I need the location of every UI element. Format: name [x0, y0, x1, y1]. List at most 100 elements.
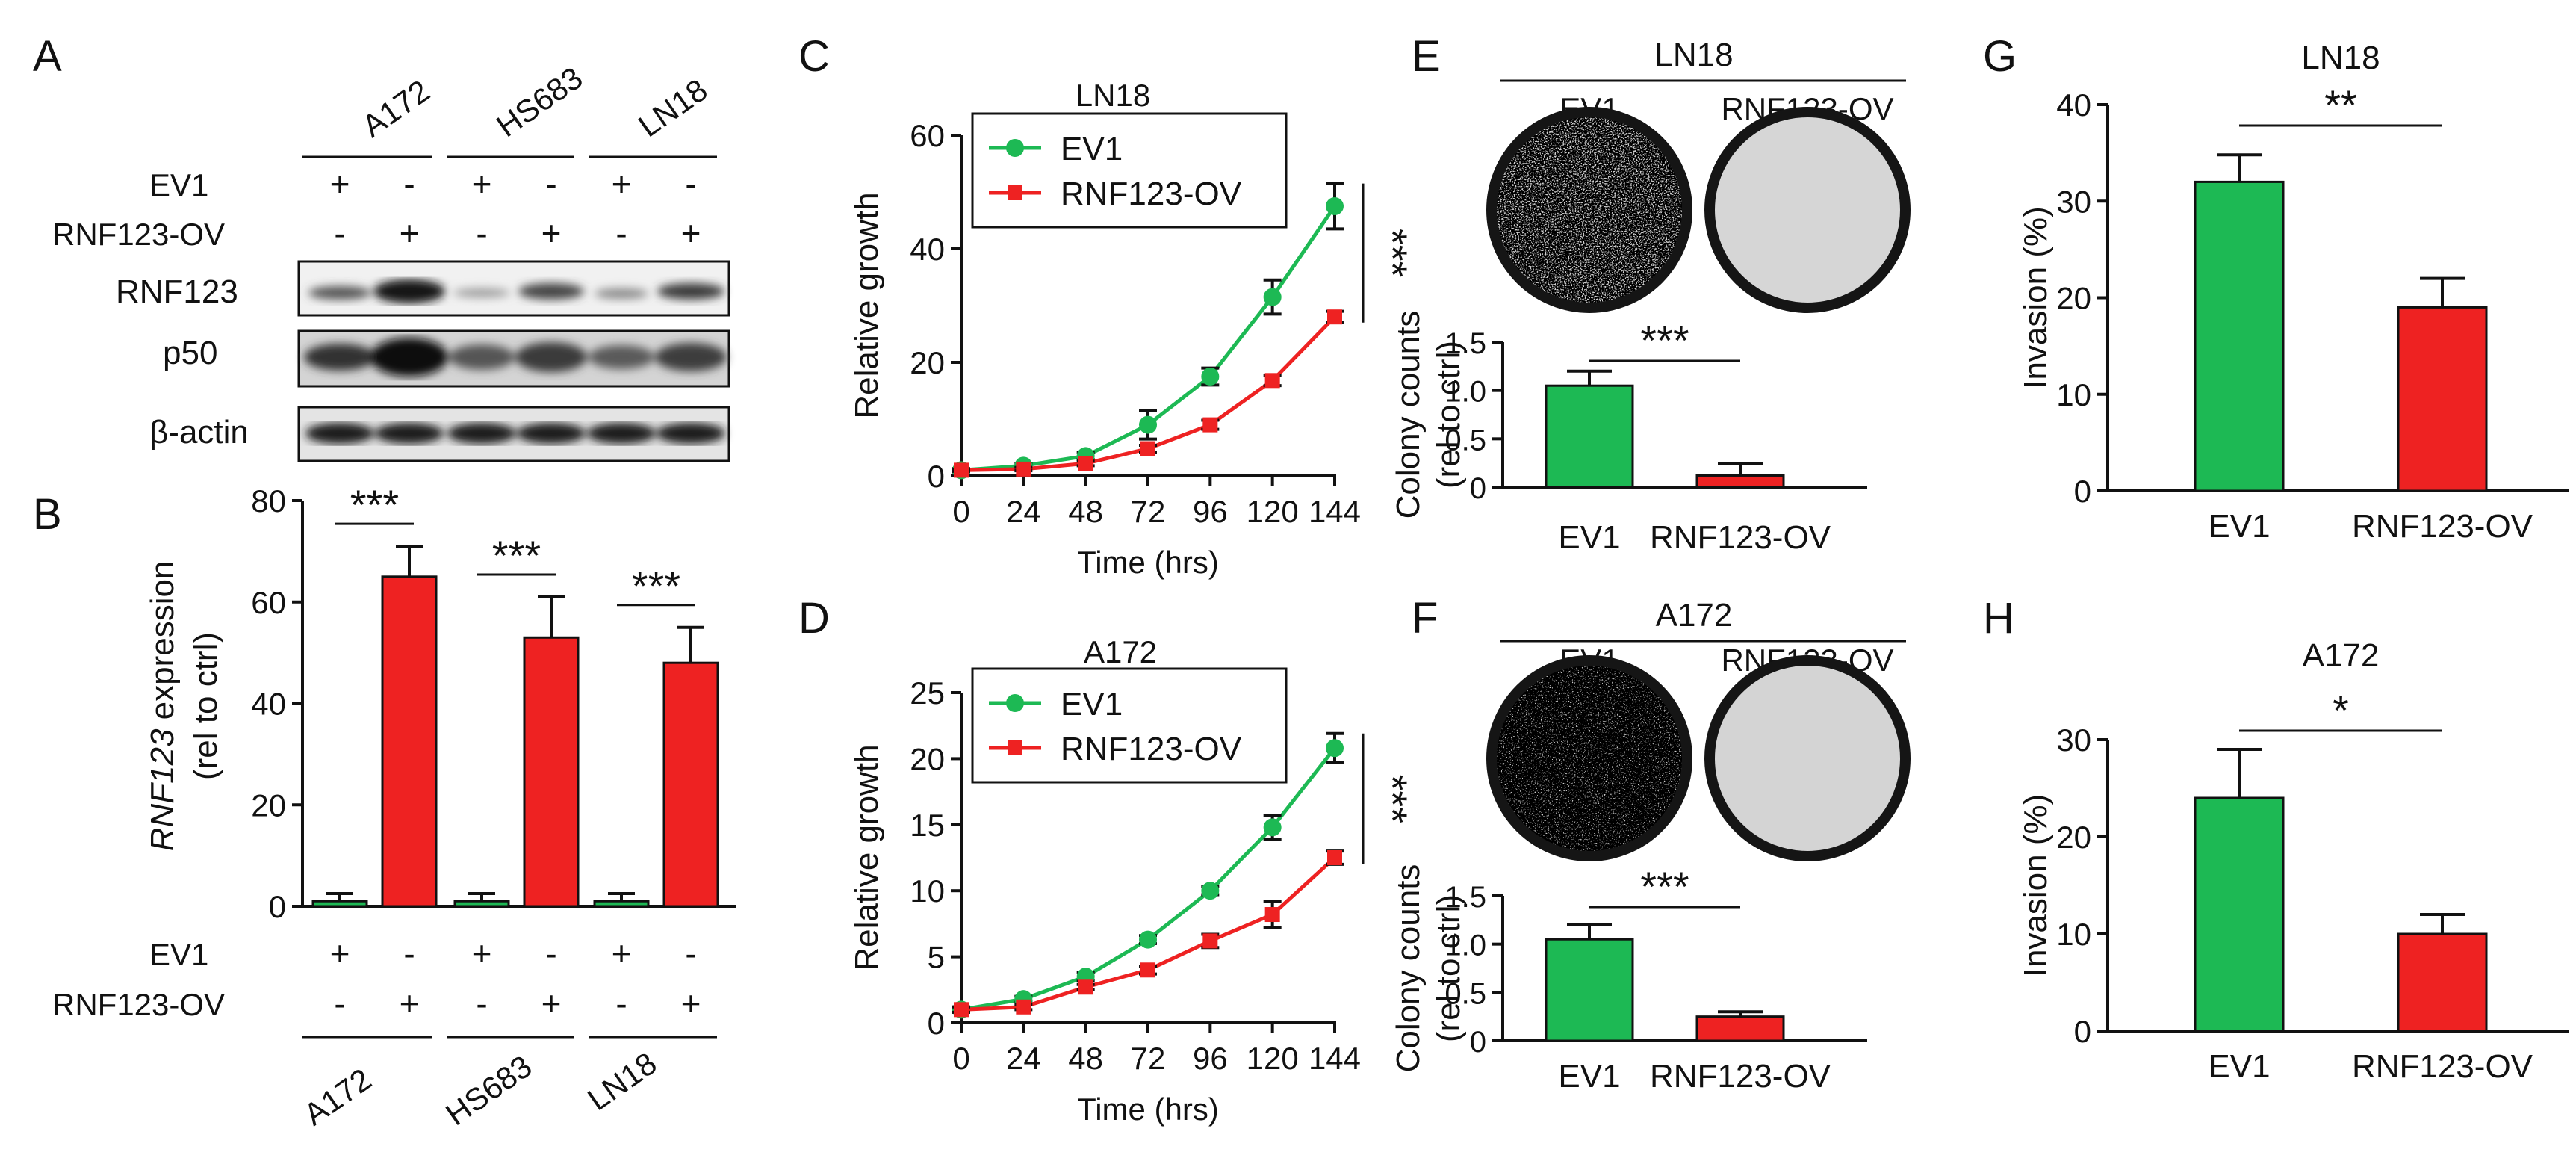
y-tick-label: 0: [2074, 474, 2091, 509]
sign-ev1-lane-6: -: [685, 164, 696, 203]
y-tick-label: 20: [2056, 281, 2091, 316]
bar-ev1: [2194, 796, 2285, 1033]
y-tick-label: 60: [910, 118, 945, 153]
sign-ev1: +: [330, 934, 350, 973]
significance-stars: ***: [1369, 229, 1416, 277]
y-tick-label: 5: [928, 940, 945, 975]
x-tick-label: 0: [952, 1041, 969, 1076]
y-tick-label: 1.5: [1444, 881, 1486, 914]
bar-rnf123-ov: [2397, 932, 2488, 1033]
bar-a172-ov: [381, 575, 438, 908]
y-tick-label: 10: [910, 873, 945, 909]
sign-ov-lane-3: -: [476, 214, 487, 253]
treatment-signs-a: + - - + + - - + + - - +: [330, 164, 701, 253]
sign-ov: -: [334, 984, 345, 1023]
y-tick-label: 20: [2056, 820, 2091, 855]
x-category-label-ev1: EV1: [2208, 508, 2270, 545]
y-tick-label: 0: [928, 459, 945, 494]
x-category-label-ev1: EV1: [1558, 519, 1620, 556]
panel-letter-e: E: [1412, 32, 1441, 81]
y-tick-label: 30: [2056, 722, 2091, 758]
plate-e-ov: [1704, 107, 1911, 313]
sign-ev1: +: [472, 934, 492, 973]
y-axis-label: Invasion (%): [2017, 794, 2054, 977]
bar-ln18-ov: [662, 661, 719, 908]
data-point-ov: [1140, 441, 1155, 456]
x-category-label-ev1: EV1: [1558, 1058, 1620, 1095]
panel-letter-a: A: [33, 32, 62, 81]
y-tick-label: 80: [251, 483, 286, 519]
y-tick-label: 0: [928, 1006, 945, 1041]
data-point-ev1: [1326, 197, 1344, 215]
legend-marker-ev1: [1006, 139, 1024, 157]
data-point-ev1: [1139, 415, 1157, 434]
sign-ov-lane-5: -: [615, 214, 627, 253]
significance-stars: ***: [1640, 317, 1689, 364]
panel-letter-g: G: [1983, 32, 2017, 81]
ov-row-label: RNF123-OV: [52, 987, 225, 1022]
sign-ev1: +: [612, 934, 632, 973]
plate-f-ev1: [1486, 655, 1692, 861]
chart-c-ln18-growth: 0 20 40 60 0 24 48 72 96 120 144 Time (hrs) Relative…: [848, 78, 1416, 580]
y-tick-label: 10: [2056, 377, 2091, 412]
sign-ev1: -: [545, 934, 556, 973]
y-tick-label: 60: [251, 585, 286, 620]
chart-e-colony-counts: 0 0.5 1.0 1.5 Colony counts (rel to ctrl) EV1 R…: [1390, 311, 1867, 556]
bar-hs683-ev1: [453, 900, 510, 908]
data-point-ov: [954, 462, 969, 478]
x-tick-label: 72: [1131, 494, 1166, 529]
x-tick-label: 48: [1068, 494, 1103, 529]
plates-f-title: A172: [1656, 597, 1733, 634]
blot-strip-rnf123: [297, 260, 730, 317]
x-tick-label: 120: [1247, 1041, 1299, 1076]
x-category-label-rnf123-ov: RNF123-OV: [1650, 519, 1831, 556]
y-tick-label: 25: [910, 675, 945, 711]
sign-ev1-lane-4: -: [545, 164, 556, 203]
bar-rnf123-ov: [2397, 306, 2488, 492]
chart-title: A172: [1084, 634, 1157, 669]
data-point-ev1: [1326, 739, 1344, 758]
sign-ov: +: [541, 984, 562, 1023]
bar-rnf123-ov: [1695, 474, 1785, 489]
legend-label-ev1: EV1: [1061, 686, 1123, 722]
sign-ov: -: [476, 984, 487, 1023]
sign-ov-lane-1: -: [334, 214, 345, 253]
legend-label-ov: RNF123-OV: [1061, 731, 1242, 767]
y-axis-label: Relative growth: [848, 744, 885, 971]
x-axis-label: Time (hrs): [1077, 545, 1219, 580]
colony-plates-e: LN18 EV1 RNF123-OV: [1486, 37, 1911, 313]
data-point-ov: [1078, 456, 1093, 471]
y-tick-label: 40: [251, 687, 286, 722]
chart-h-a172-invasion: 0 10 20 30 A172 Invasion (%) EV1 RNF123-OV *: [2017, 637, 2569, 1085]
y-axis-label: Invasion (%): [2017, 206, 2054, 389]
sign-ov: +: [400, 984, 420, 1023]
x-category-label-ev1: EV1: [2208, 1048, 2270, 1085]
data-point-ev1: [1263, 288, 1282, 306]
bar-rnf123-ov: [1695, 1015, 1785, 1042]
cell-line-label-a172: A172: [356, 73, 435, 144]
blot-label-actin: β-actin: [149, 414, 249, 451]
plates-e-title: LN18: [1654, 37, 1733, 73]
y-axis-label-units: (rel to ctrl): [1430, 341, 1467, 489]
data-point-ov: [1016, 461, 1031, 477]
y-tick-label: 1.0: [1444, 376, 1486, 409]
y-tick-label: 0: [269, 889, 286, 924]
sign-ov-lane-6: +: [681, 214, 701, 253]
group-label-a172: A172: [297, 1062, 377, 1133]
bar-ev1: [1545, 938, 1634, 1042]
x-tick-label: 72: [1131, 1041, 1166, 1076]
ev1-row-label: EV1: [149, 167, 208, 202]
legend-marker-ev1: [1006, 694, 1024, 712]
legend-label-ov: RNF123-OV: [1061, 176, 1242, 212]
bar-ln18-ev1: [593, 900, 650, 908]
bar-ev1: [2194, 180, 2285, 492]
blot-strip-p50: [297, 329, 730, 388]
significance-stars: ***: [350, 481, 399, 528]
sign-ov-lane-2: +: [400, 214, 420, 253]
y-tick-label: 10: [2056, 917, 2091, 952]
group-label-ln18: LN18: [581, 1045, 662, 1117]
plate-f-ov: [1704, 655, 1911, 861]
cell-line-label-ln18: LN18: [632, 72, 713, 143]
y-axis-label: Colony counts: [1390, 311, 1427, 519]
cell-line-label-hs683: HS683: [490, 60, 589, 143]
